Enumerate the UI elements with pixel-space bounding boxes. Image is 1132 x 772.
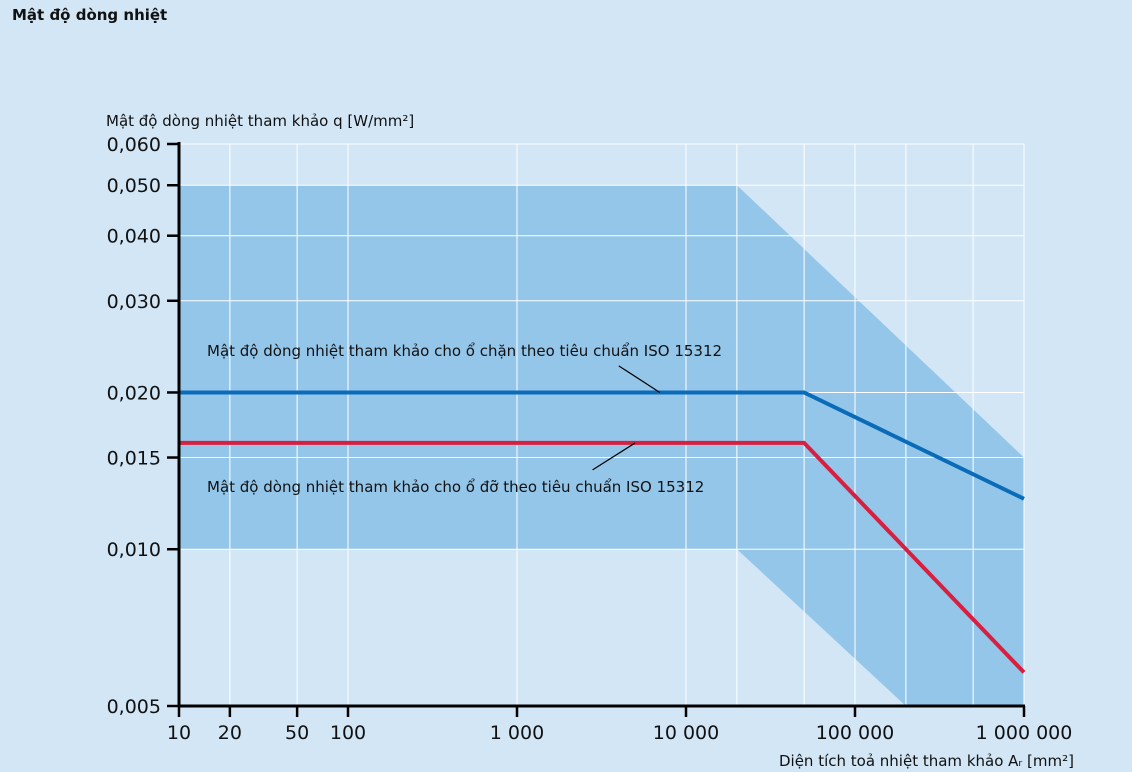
y-tick-label: 0,010: [107, 539, 161, 561]
annotation-label: Mật độ dòng nhiệt tham khảo cho ổ đỡ the…: [207, 478, 704, 496]
x-tick-label: 10: [167, 722, 191, 744]
y-tick-label: 0,020: [107, 382, 161, 404]
x-tick-label: 20: [218, 722, 242, 744]
x-tick-label: 50: [285, 722, 309, 744]
grid-layer: [179, 143, 1025, 706]
y-tick-label: 0,015: [107, 448, 161, 470]
y-tick-label: 0,050: [107, 175, 161, 197]
y-tick-label: 0,040: [107, 226, 161, 248]
annotation-layer: Mật độ dòng nhiệt tham khảo cho ổ chặn t…: [207, 342, 722, 496]
axis-layer: 0,060 0,050 0,040 0,030 0,020 0,015 0,010 0,005…: [107, 134, 1073, 744]
x-tick-label: 10 000: [653, 722, 719, 744]
y-axis-title: Mật độ dòng nhiệt tham khảo q [W/mm²]: [106, 112, 414, 130]
annotation-leader-line: [592, 442, 636, 471]
y-tick-label: 0,005: [107, 696, 161, 718]
page-title: Mật độ dòng nhiệt: [12, 6, 168, 24]
x-tick-label: 1 000: [490, 722, 544, 744]
annotation-leader-line: [618, 365, 661, 393]
series-line-red: [179, 440, 1026, 674]
annotation-label: Mật độ dòng nhiệt tham khảo cho ổ chặn t…: [207, 342, 722, 360]
x-axis-title: Diện tích toả nhiệt tham khảo Aᵣ [mm²]: [779, 752, 1074, 770]
x-tick-label: 100 000: [816, 722, 895, 744]
x-tick-label: 1 000 000: [976, 722, 1073, 744]
y-tick-label: 0,030: [107, 291, 161, 313]
y-tick-label: 0,060: [107, 134, 161, 156]
shaded-range-band: [179, 185, 1024, 706]
confidence-band-layer: [179, 185, 1024, 706]
series-line-blue: [179, 390, 1025, 501]
series-layer: [179, 390, 1026, 674]
x-tick-label: 100: [330, 722, 366, 744]
